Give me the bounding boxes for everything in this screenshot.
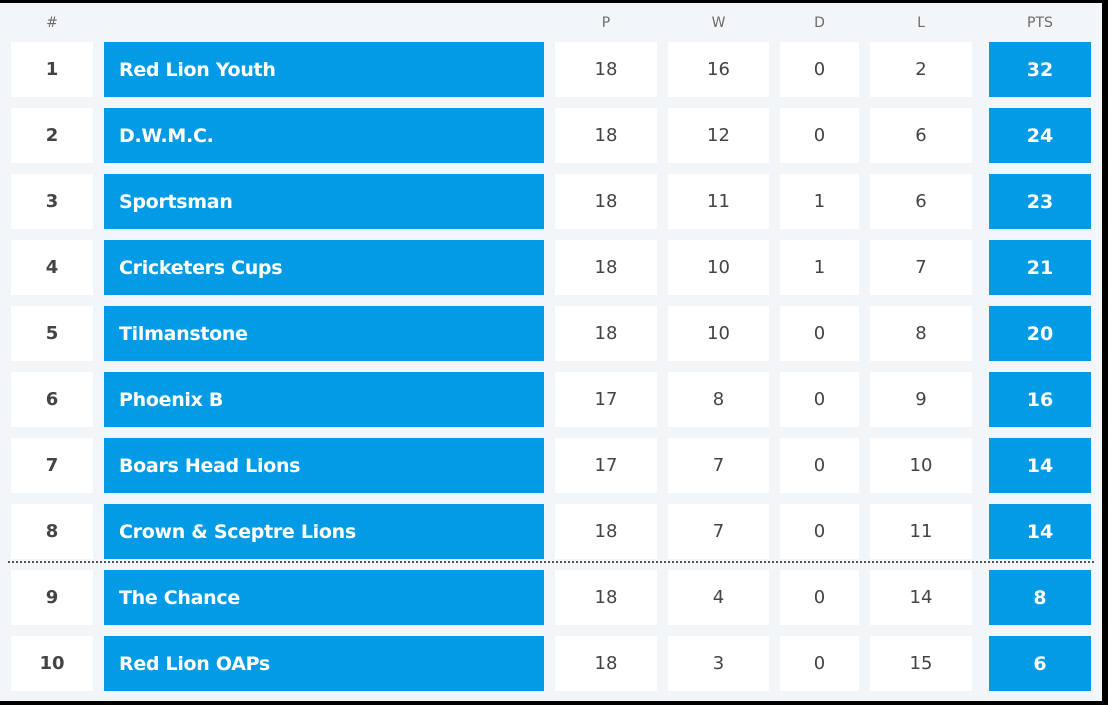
played-cell: 18 (555, 570, 657, 625)
relegation-divider (8, 561, 1094, 563)
league-table: # P W D L PTS 1 Red Lion Youth 18 16 0 2 32 2 D.… (0, 3, 1102, 701)
header-drawn: D (814, 15, 825, 31)
won-cell: 11 (668, 174, 769, 229)
points-cell: 8 (989, 570, 1091, 625)
team-name-link[interactable]: The Chance (104, 570, 544, 625)
won-cell: 10 (668, 306, 769, 361)
lost-cell: 7 (870, 240, 972, 295)
table-row: 3 Sportsman 18 11 1 6 23 (0, 174, 1102, 229)
table-row: 10 Red Lion OAPs 18 3 0 15 6 (0, 636, 1102, 691)
position-cell: 3 (11, 174, 93, 229)
points-cell: 16 (989, 372, 1091, 427)
played-cell: 18 (555, 108, 657, 163)
played-cell: 17 (555, 372, 657, 427)
position-cell: 2 (11, 108, 93, 163)
header-points: PTS (1027, 15, 1053, 31)
table-row: 6 Phoenix B 17 8 0 9 16 (0, 372, 1102, 427)
lost-cell: 10 (870, 438, 972, 493)
drawn-cell: 0 (780, 306, 859, 361)
lost-cell: 6 (870, 108, 972, 163)
points-cell: 6 (989, 636, 1091, 691)
position-cell: 1 (11, 42, 93, 97)
points-cell: 32 (989, 42, 1091, 97)
drawn-cell: 0 (780, 570, 859, 625)
team-name-link[interactable]: Sportsman (104, 174, 544, 229)
drawn-cell: 1 (780, 174, 859, 229)
header-played: P (601, 15, 611, 31)
table-row: 7 Boars Head Lions 17 7 0 10 14 (0, 438, 1102, 493)
position-cell: 10 (11, 636, 93, 691)
points-cell: 23 (989, 174, 1091, 229)
drawn-cell: 0 (780, 372, 859, 427)
header-lost: L (917, 15, 925, 31)
table-row: 1 Red Lion Youth 18 16 0 2 32 (0, 42, 1102, 97)
team-name-link[interactable]: Cricketers Cups (104, 240, 544, 295)
drawn-cell: 0 (780, 42, 859, 97)
drawn-cell: 0 (780, 636, 859, 691)
position-cell: 4 (11, 240, 93, 295)
team-name-link[interactable]: Boars Head Lions (104, 438, 544, 493)
team-name-link[interactable]: Red Lion Youth (104, 42, 544, 97)
won-cell: 7 (668, 438, 769, 493)
team-name-link[interactable]: Phoenix B (104, 372, 544, 427)
lost-cell: 14 (870, 570, 972, 625)
header-won: W (711, 15, 726, 31)
played-cell: 18 (555, 504, 657, 559)
played-cell: 18 (555, 42, 657, 97)
position-cell: 8 (11, 504, 93, 559)
lost-cell: 9 (870, 372, 972, 427)
lost-cell: 2 (870, 42, 972, 97)
lost-cell: 6 (870, 174, 972, 229)
played-cell: 18 (555, 636, 657, 691)
team-name-link[interactable]: D.W.M.C. (104, 108, 544, 163)
won-cell: 10 (668, 240, 769, 295)
played-cell: 18 (555, 174, 657, 229)
points-cell: 21 (989, 240, 1091, 295)
won-cell: 8 (668, 372, 769, 427)
drawn-cell: 0 (780, 108, 859, 163)
drawn-cell: 1 (780, 240, 859, 295)
team-name-link[interactable]: Crown & Sceptre Lions (104, 504, 544, 559)
points-cell: 14 (989, 504, 1091, 559)
lost-cell: 15 (870, 636, 972, 691)
team-name-link[interactable]: Tilmanstone (104, 306, 544, 361)
won-cell: 12 (668, 108, 769, 163)
drawn-cell: 0 (780, 438, 859, 493)
played-cell: 18 (555, 306, 657, 361)
header-position: # (46, 15, 58, 31)
position-cell: 9 (11, 570, 93, 625)
position-cell: 6 (11, 372, 93, 427)
points-cell: 20 (989, 306, 1091, 361)
played-cell: 18 (555, 240, 657, 295)
points-cell: 14 (989, 438, 1091, 493)
points-cell: 24 (989, 108, 1091, 163)
won-cell: 3 (668, 636, 769, 691)
lost-cell: 8 (870, 306, 972, 361)
won-cell: 7 (668, 504, 769, 559)
position-cell: 7 (11, 438, 93, 493)
played-cell: 17 (555, 438, 657, 493)
table-row: 8 Crown & Sceptre Lions 18 7 0 11 14 (0, 504, 1102, 559)
team-name-link[interactable]: Red Lion OAPs (104, 636, 544, 691)
position-cell: 5 (11, 306, 93, 361)
table-row: 5 Tilmanstone 18 10 0 8 20 (0, 306, 1102, 361)
drawn-cell: 0 (780, 504, 859, 559)
won-cell: 16 (668, 42, 769, 97)
won-cell: 4 (668, 570, 769, 625)
table-row: 9 The Chance 18 4 0 14 8 (0, 570, 1102, 625)
table-row: 4 Cricketers Cups 18 10 1 7 21 (0, 240, 1102, 295)
table-row: 2 D.W.M.C. 18 12 0 6 24 (0, 108, 1102, 163)
lost-cell: 11 (870, 504, 972, 559)
